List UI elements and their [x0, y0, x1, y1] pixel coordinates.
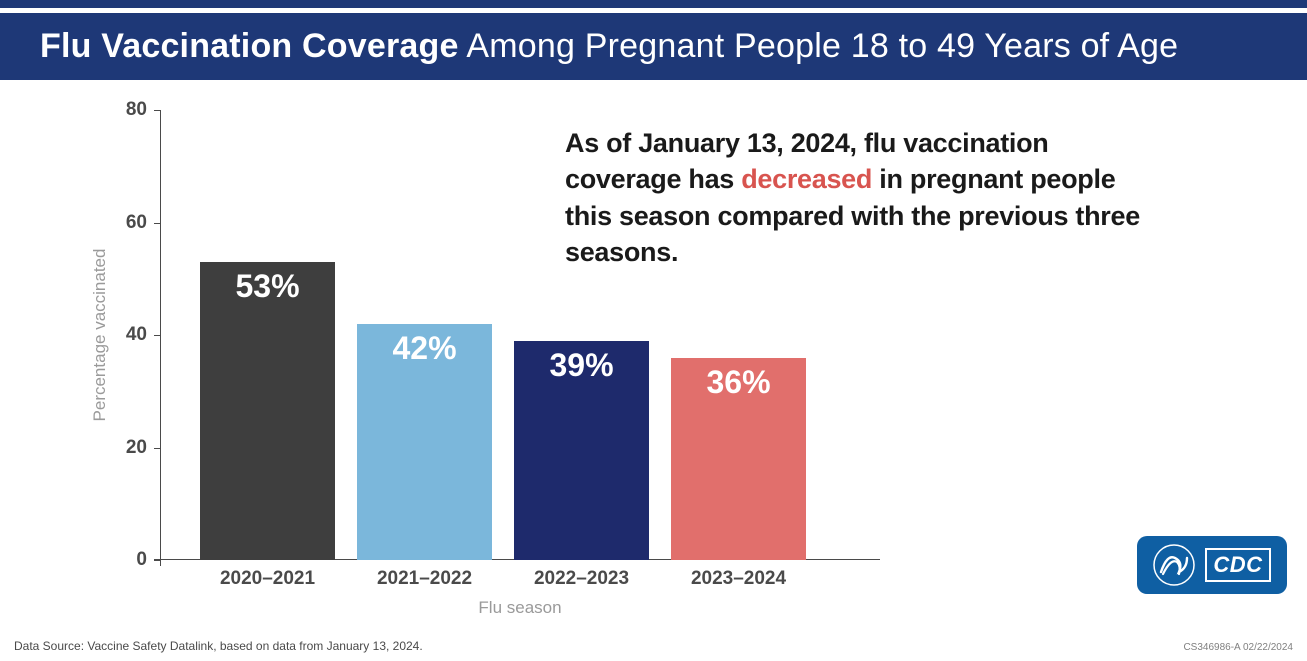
bar-rect: 39% — [514, 341, 649, 560]
bar: 39% — [514, 341, 649, 560]
y-tick: 40 — [115, 324, 147, 346]
y-tick-mark — [154, 560, 160, 561]
annotation-text: As of January 13, 2024, flu vaccination … — [565, 125, 1165, 271]
data-source: Data Source: Vaccine Safety Datalink, ba… — [14, 639, 423, 653]
header-stripe-top — [0, 0, 1307, 8]
x-tick-label: 2022–2023 — [514, 568, 649, 590]
x-labels: 2020–2021 2021–2022 2022–2023 2023–2024 — [200, 560, 920, 590]
x-axis-label: Flu season — [478, 598, 561, 618]
content-area: Percentage vaccinated 0 20 40 60 80 53% 42% 39… — [0, 80, 1307, 620]
cdc-logo-text: CDC — [1205, 548, 1270, 582]
y-axis-label: Percentage vaccinated — [90, 249, 110, 422]
y-tick: 60 — [115, 212, 147, 234]
bar-rect: 36% — [671, 358, 806, 561]
y-tick: 80 — [115, 99, 147, 121]
bar-value-label: 39% — [549, 347, 613, 384]
bar: 36% — [671, 358, 806, 561]
x-tick-label: 2021–2022 — [357, 568, 492, 590]
header-banner: Flu Vaccination Coverage Among Pregnant … — [0, 13, 1307, 80]
x-tick-label: 2020–2021 — [200, 568, 335, 590]
bar-value-label: 36% — [706, 364, 770, 401]
annotation-highlight: decreased — [741, 164, 872, 194]
page-title: Flu Vaccination Coverage Among Pregnant … — [40, 27, 1267, 66]
y-tick: 0 — [115, 549, 147, 571]
bar-rect: 42% — [357, 324, 492, 560]
x-tick-label: 2023–2024 — [671, 568, 806, 590]
title-strong: Flu Vaccination Coverage — [40, 27, 459, 65]
doc-number: CS346986-A 02/22/2024 — [1183, 642, 1293, 653]
cdc-logo: CDC — [1137, 536, 1287, 594]
y-tick: 20 — [115, 437, 147, 459]
bar: 53% — [200, 262, 335, 560]
bar-rect: 53% — [200, 262, 335, 560]
title-rest: Among Pregnant People 18 to 49 Years of … — [459, 27, 1179, 65]
bar-value-label: 53% — [235, 268, 299, 305]
hhs-icon — [1153, 544, 1195, 586]
bar: 42% — [357, 324, 492, 560]
bar-value-label: 42% — [392, 330, 456, 367]
